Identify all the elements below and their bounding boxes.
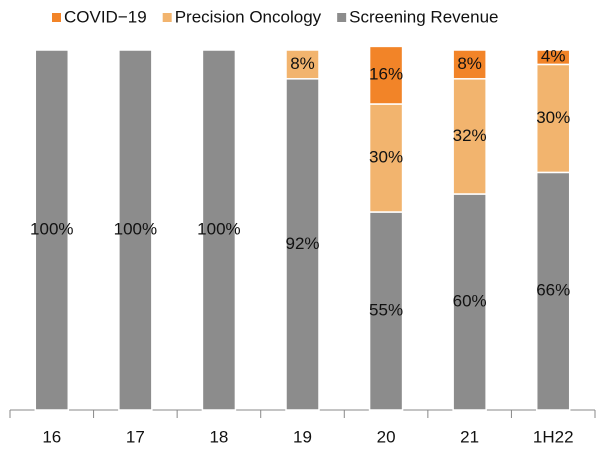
data-label: 8% xyxy=(457,54,482,73)
data-label: 55% xyxy=(369,300,403,319)
bar-segment xyxy=(34,49,70,411)
legend-label: COVID−19 xyxy=(64,7,147,26)
legend-swatch xyxy=(162,13,172,22)
legend-label: Precision Oncology xyxy=(175,7,322,26)
data-label: 92% xyxy=(285,234,319,253)
legend-swatch xyxy=(337,13,347,22)
bar-segment xyxy=(285,49,320,80)
data-label: 100% xyxy=(197,219,240,238)
bar-segment xyxy=(535,49,571,66)
data-label: 66% xyxy=(536,281,570,300)
bar-segment xyxy=(452,49,487,80)
bar-segment xyxy=(285,78,320,411)
data-label: 4% xyxy=(541,47,566,66)
data-label: 32% xyxy=(453,126,487,145)
data-label: 30% xyxy=(369,147,403,166)
legend-label: Screening Revenue xyxy=(349,7,498,26)
bar-segment xyxy=(452,78,487,195)
data-label: 60% xyxy=(453,291,487,310)
bar-segment xyxy=(368,211,404,411)
bar-segment xyxy=(452,193,487,411)
data-label: 100% xyxy=(30,219,73,238)
data-label: 16% xyxy=(369,65,403,84)
bar-segment xyxy=(368,45,404,105)
x-tick-label: 16 xyxy=(42,427,61,446)
bar-segment xyxy=(118,49,153,411)
bar-segment xyxy=(535,171,571,411)
legend-swatch xyxy=(52,13,61,22)
x-tick-label: 1H22 xyxy=(533,427,574,446)
data-label: 8% xyxy=(290,54,315,73)
x-tick-label: 19 xyxy=(293,427,312,446)
data-label: 30% xyxy=(536,108,570,127)
bar-segment xyxy=(201,49,237,411)
data-label: 100% xyxy=(114,219,157,238)
x-tick-label: 21 xyxy=(460,427,479,446)
x-tick-label: 17 xyxy=(126,427,145,446)
x-tick-label: 18 xyxy=(209,427,228,446)
x-tick-label: 20 xyxy=(377,427,396,446)
